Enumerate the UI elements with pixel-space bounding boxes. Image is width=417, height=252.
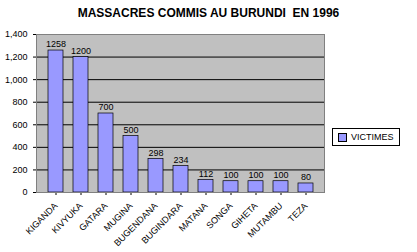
- svg-text:234: 234: [173, 155, 188, 165]
- svg-text:1,200: 1,200: [5, 52, 28, 62]
- html-text:VICTIMES: VICTIMES: [351, 132, 394, 142]
- svg-text:GIHETA: GIHETA: [229, 200, 260, 231]
- svg-text:100: 100: [248, 170, 263, 180]
- svg-text:600: 600: [12, 120, 27, 130]
- svg-text:MUTAMBU: MUTAMBU: [246, 201, 285, 240]
- svg-text:400: 400: [12, 142, 27, 152]
- svg-text:SONGA: SONGA: [204, 201, 234, 231]
- svg-text:1,400: 1,400: [5, 29, 28, 39]
- svg-text:GATARA: GATARA: [77, 200, 110, 233]
- svg-text:112: 112: [199, 169, 213, 179]
- svg-text:KIVYUKA: KIVYUKA: [50, 201, 85, 236]
- svg-text:TEZA: TEZA: [286, 201, 309, 224]
- svg-text:MUGINA: MUGINA: [101, 200, 135, 234]
- svg-text:0: 0: [22, 187, 27, 197]
- svg-text:100: 100: [223, 170, 238, 180]
- svg-text:800: 800: [12, 97, 27, 107]
- svg-text:1258: 1258: [46, 39, 66, 49]
- svg-text:MATANA: MATANA: [177, 201, 210, 234]
- svg-text:500: 500: [123, 125, 138, 135]
- svg-text:BUGENDANA: BUGENDANA: [112, 200, 160, 249]
- svg-text:1,000: 1,000: [5, 75, 28, 85]
- svg-text:BUGINDARA: BUGINDARA: [140, 201, 185, 246]
- svg-text:100: 100: [273, 170, 288, 180]
- svg-text:80: 80: [301, 172, 311, 182]
- svg-text:298: 298: [148, 148, 163, 158]
- svg-text:KIGANDA: KIGANDA: [23, 200, 60, 237]
- svg-text:200: 200: [12, 165, 27, 175]
- html-text:MASSACRES COMMIS AU BURUNDI EN: MASSACRES COMMIS AU BURUNDI EN 1996: [77, 6, 340, 20]
- svg-text:700: 700: [98, 102, 113, 112]
- svg-text:1200: 1200: [71, 46, 91, 56]
